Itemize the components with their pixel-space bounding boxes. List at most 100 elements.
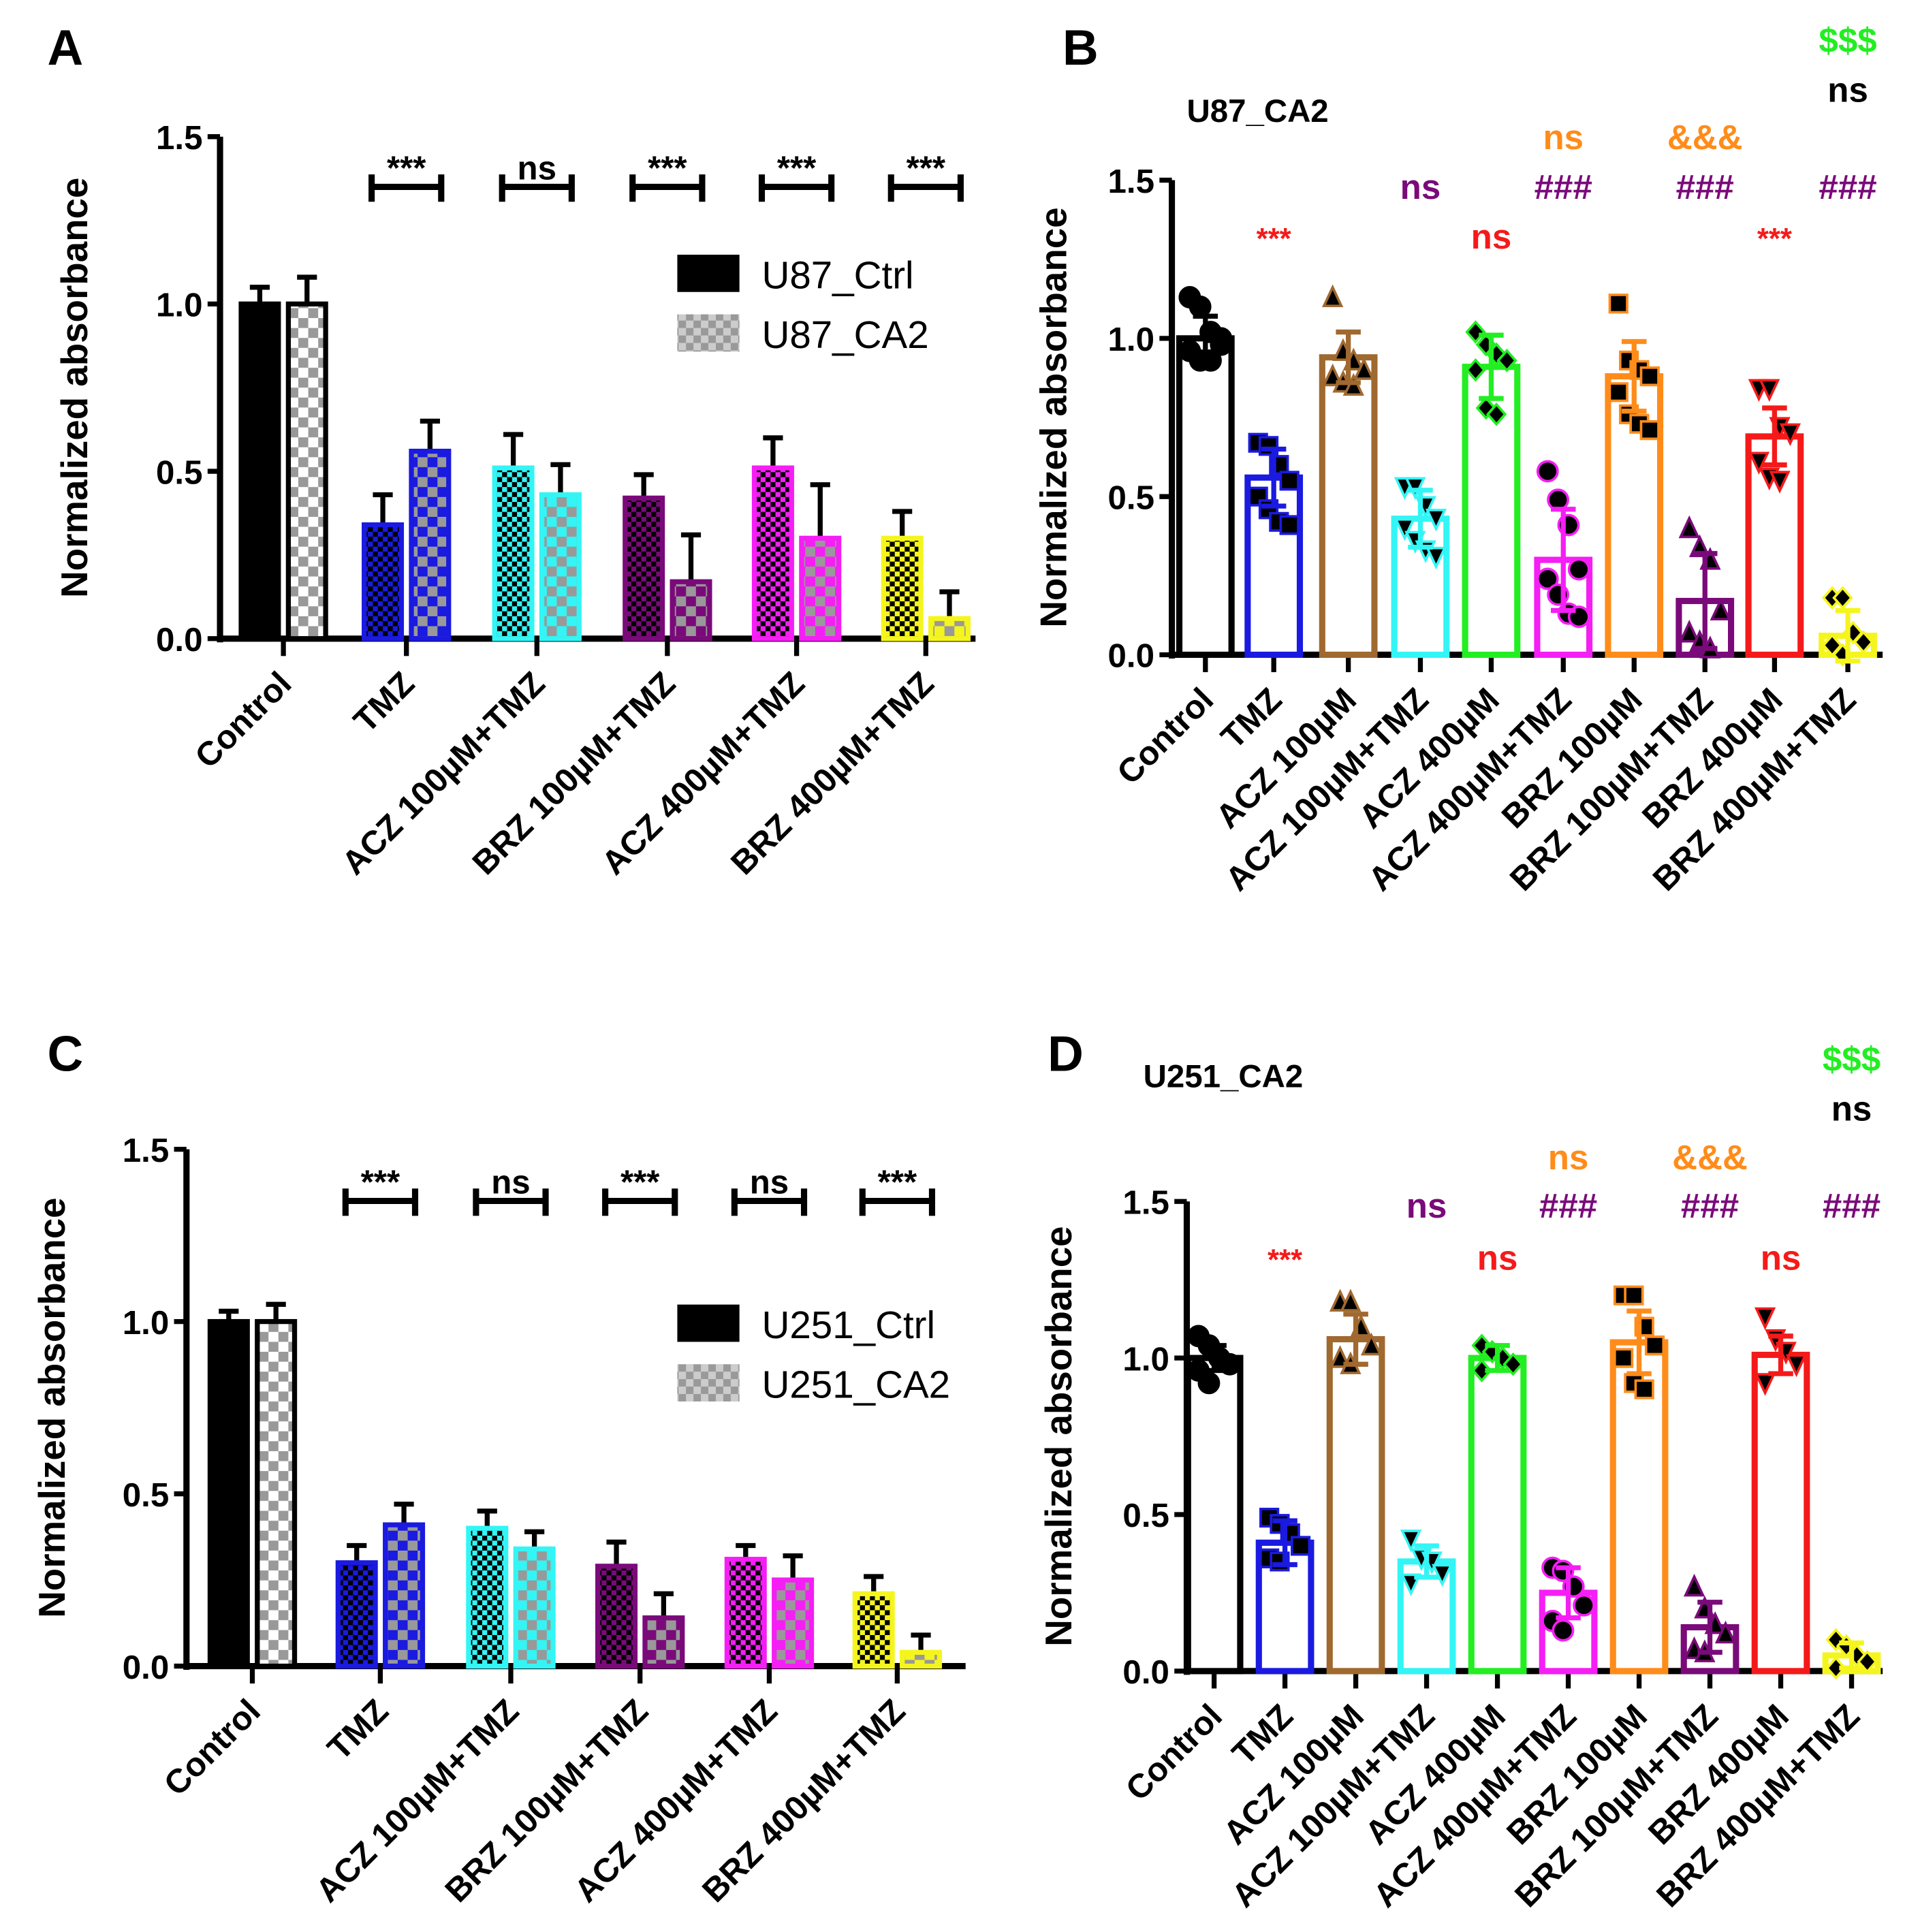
y-tick-label: 1.5 bbox=[1122, 1184, 1169, 1221]
data-point bbox=[1608, 382, 1628, 402]
significance-label: *** bbox=[648, 149, 687, 187]
y-tick-label: 1.0 bbox=[1122, 1340, 1169, 1378]
legend-label: U87_CA2 bbox=[762, 313, 929, 356]
data-point bbox=[1832, 586, 1853, 610]
data-point bbox=[1496, 349, 1517, 373]
bar-U87_Ctrl bbox=[881, 535, 924, 642]
data-point bbox=[1634, 1379, 1654, 1399]
significance-annotation: ns bbox=[1761, 1239, 1801, 1278]
bar-U251_CA2 bbox=[900, 1649, 943, 1669]
bar-U87_CA2 bbox=[409, 448, 452, 642]
y-tick-label: 1.5 bbox=[123, 1132, 169, 1169]
legend-label: U251_Ctrl bbox=[762, 1303, 936, 1346]
bar-U87_Ctrl bbox=[623, 495, 665, 642]
data-point bbox=[1197, 1372, 1221, 1395]
chart-title: U251_CA2 bbox=[1144, 1058, 1304, 1094]
data-point bbox=[1710, 597, 1731, 621]
y-tick-label: 1.0 bbox=[123, 1304, 169, 1342]
significance-annotation: *** bbox=[1268, 1244, 1302, 1277]
significance-annotation: ns bbox=[1548, 1138, 1589, 1177]
y-tick-label: 0.5 bbox=[123, 1476, 169, 1514]
data-point bbox=[1340, 1288, 1362, 1312]
data-point bbox=[1404, 477, 1426, 501]
data-point bbox=[1567, 558, 1590, 581]
y-tick-label: 1.5 bbox=[1108, 163, 1154, 200]
data-point bbox=[1759, 379, 1780, 402]
panel-A: A Normalized absorbance 0.0 0.5 1.0 1.5 Contro… bbox=[47, 20, 976, 882]
data-point bbox=[1394, 518, 1416, 541]
data-point bbox=[1547, 488, 1570, 511]
x-tick-label: Control bbox=[157, 1692, 268, 1803]
significance-annotation: *** bbox=[1257, 222, 1291, 255]
y-axis-label: Normalized absorbance bbox=[1032, 207, 1074, 627]
panel-D: D U251_CA2 Normalized absorbance 0.0 0.5 1.0 1… bbox=[1037, 1027, 1883, 1914]
y-tick-label: 0.0 bbox=[1108, 637, 1154, 675]
data-point bbox=[1485, 402, 1507, 426]
significance-annotation: ### bbox=[1681, 1186, 1739, 1225]
panel-C: C Normalized absorbance 0.0 0.5 1.0 1.5 Contro… bbox=[31, 1027, 966, 1910]
data-point bbox=[1536, 567, 1559, 590]
data-point bbox=[1360, 1332, 1383, 1356]
bar-U251_Ctrl bbox=[335, 1560, 378, 1669]
significance-annotation: $$$ bbox=[1819, 21, 1876, 60]
data-point bbox=[1613, 1348, 1634, 1368]
bar-U87_CA2 bbox=[539, 492, 582, 642]
bar-U251_CA2 bbox=[383, 1522, 426, 1669]
data-point bbox=[1465, 358, 1486, 382]
data-point bbox=[1342, 373, 1364, 396]
significance-annotation: ns bbox=[1406, 1186, 1447, 1225]
data-point bbox=[1754, 1373, 1776, 1396]
panel-B: B U87_CA2 Normalized absorbance 0.0 0.5 1.0 1.… bbox=[1032, 20, 1883, 898]
data-point bbox=[1624, 1285, 1644, 1305]
significance-annotation: ns bbox=[1831, 1090, 1872, 1128]
bar bbox=[1326, 1335, 1385, 1675]
data-point bbox=[1471, 1359, 1492, 1382]
data-point bbox=[1536, 460, 1559, 483]
data-point bbox=[1322, 284, 1344, 308]
data-point bbox=[1400, 1530, 1422, 1553]
data-point bbox=[1279, 515, 1300, 535]
significance-annotation: ### bbox=[1823, 1186, 1880, 1225]
x-tick-label: TMZ bbox=[347, 665, 422, 740]
data-point bbox=[1431, 1564, 1453, 1587]
y-axis-label: Normalized absorbance bbox=[31, 1197, 73, 1617]
significance-bracket bbox=[473, 1188, 549, 1216]
data-point bbox=[1678, 620, 1700, 643]
significance-annotation: ### bbox=[1676, 168, 1734, 206]
significance-annotation: *** bbox=[1757, 222, 1792, 255]
data-point bbox=[1425, 546, 1447, 570]
significance-annotation: ### bbox=[1539, 1186, 1597, 1225]
data-point bbox=[1769, 471, 1791, 494]
significance-annotation: $$$ bbox=[1823, 1040, 1880, 1079]
data-point bbox=[1779, 423, 1801, 447]
bar-U251_CA2 bbox=[255, 1318, 298, 1669]
significance-bracket bbox=[859, 1188, 936, 1216]
x-tick-label: Control bbox=[1118, 1697, 1229, 1808]
panel-label: B bbox=[1063, 20, 1099, 76]
data-point bbox=[1552, 1619, 1575, 1642]
data-point bbox=[1210, 327, 1233, 350]
data-point bbox=[1754, 1307, 1776, 1331]
significance-bracket bbox=[758, 174, 835, 202]
significance-bracket bbox=[887, 174, 964, 202]
bar-U87_Ctrl bbox=[492, 465, 535, 642]
significance-annotation: ns bbox=[1543, 118, 1584, 157]
legend-swatch bbox=[677, 1364, 740, 1402]
y-tick-label: 1.5 bbox=[156, 119, 202, 157]
x-tick-label: TMZ bbox=[320, 1692, 395, 1767]
significance-label: ns bbox=[491, 1164, 530, 1201]
data-point bbox=[1678, 515, 1700, 539]
data-point bbox=[1825, 1656, 1846, 1680]
bar-U87_Ctrl bbox=[362, 522, 405, 642]
data-point bbox=[1425, 509, 1447, 532]
bar-U251_Ctrl bbox=[595, 1564, 638, 1669]
significance-bracket bbox=[731, 1188, 808, 1216]
significance-annotation: ns bbox=[1477, 1239, 1518, 1278]
legend-label: U251_CA2 bbox=[762, 1363, 951, 1406]
data-point bbox=[1644, 1335, 1665, 1356]
y-tick-label: 1.0 bbox=[156, 287, 202, 324]
bar-U87_CA2 bbox=[670, 579, 712, 642]
significance-label: *** bbox=[387, 149, 426, 187]
bar bbox=[1319, 354, 1378, 659]
